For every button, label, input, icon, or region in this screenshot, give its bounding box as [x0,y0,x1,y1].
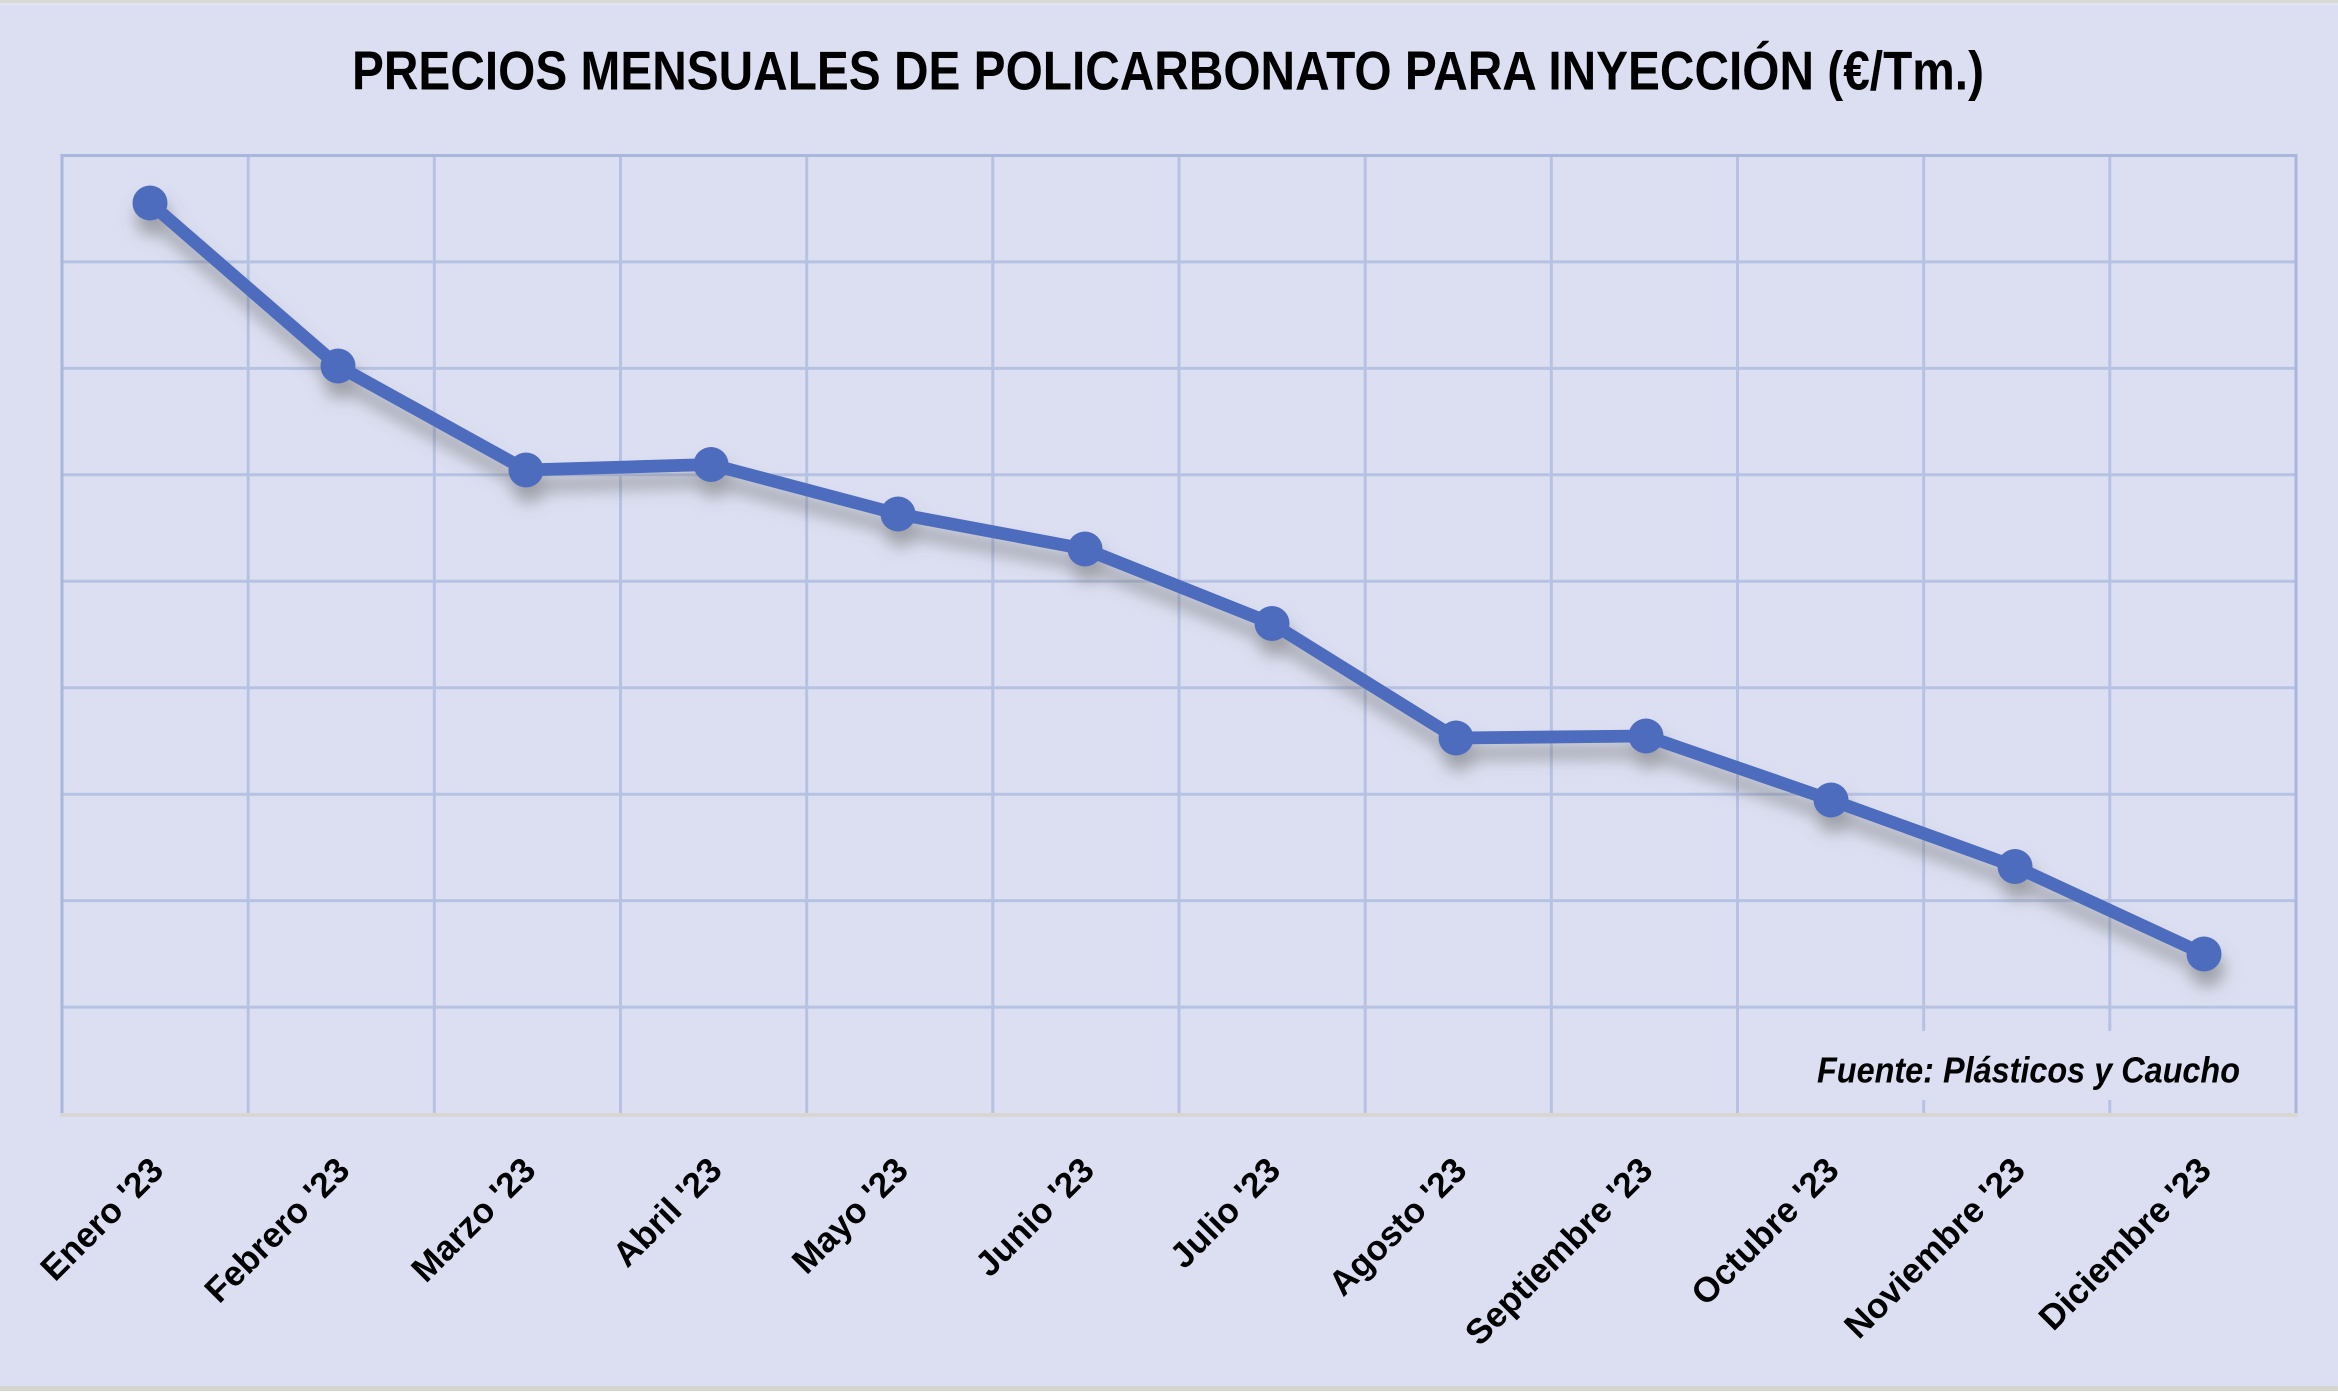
svg-text:PRECIOS MENSUALES DE POLICARBO: PRECIOS MENSUALES DE POLICARBONATO PARA … [352,39,1984,101]
svg-text:Fuente: Plásticos y Caucho: Fuente: Plásticos y Caucho [1817,1049,2240,1090]
